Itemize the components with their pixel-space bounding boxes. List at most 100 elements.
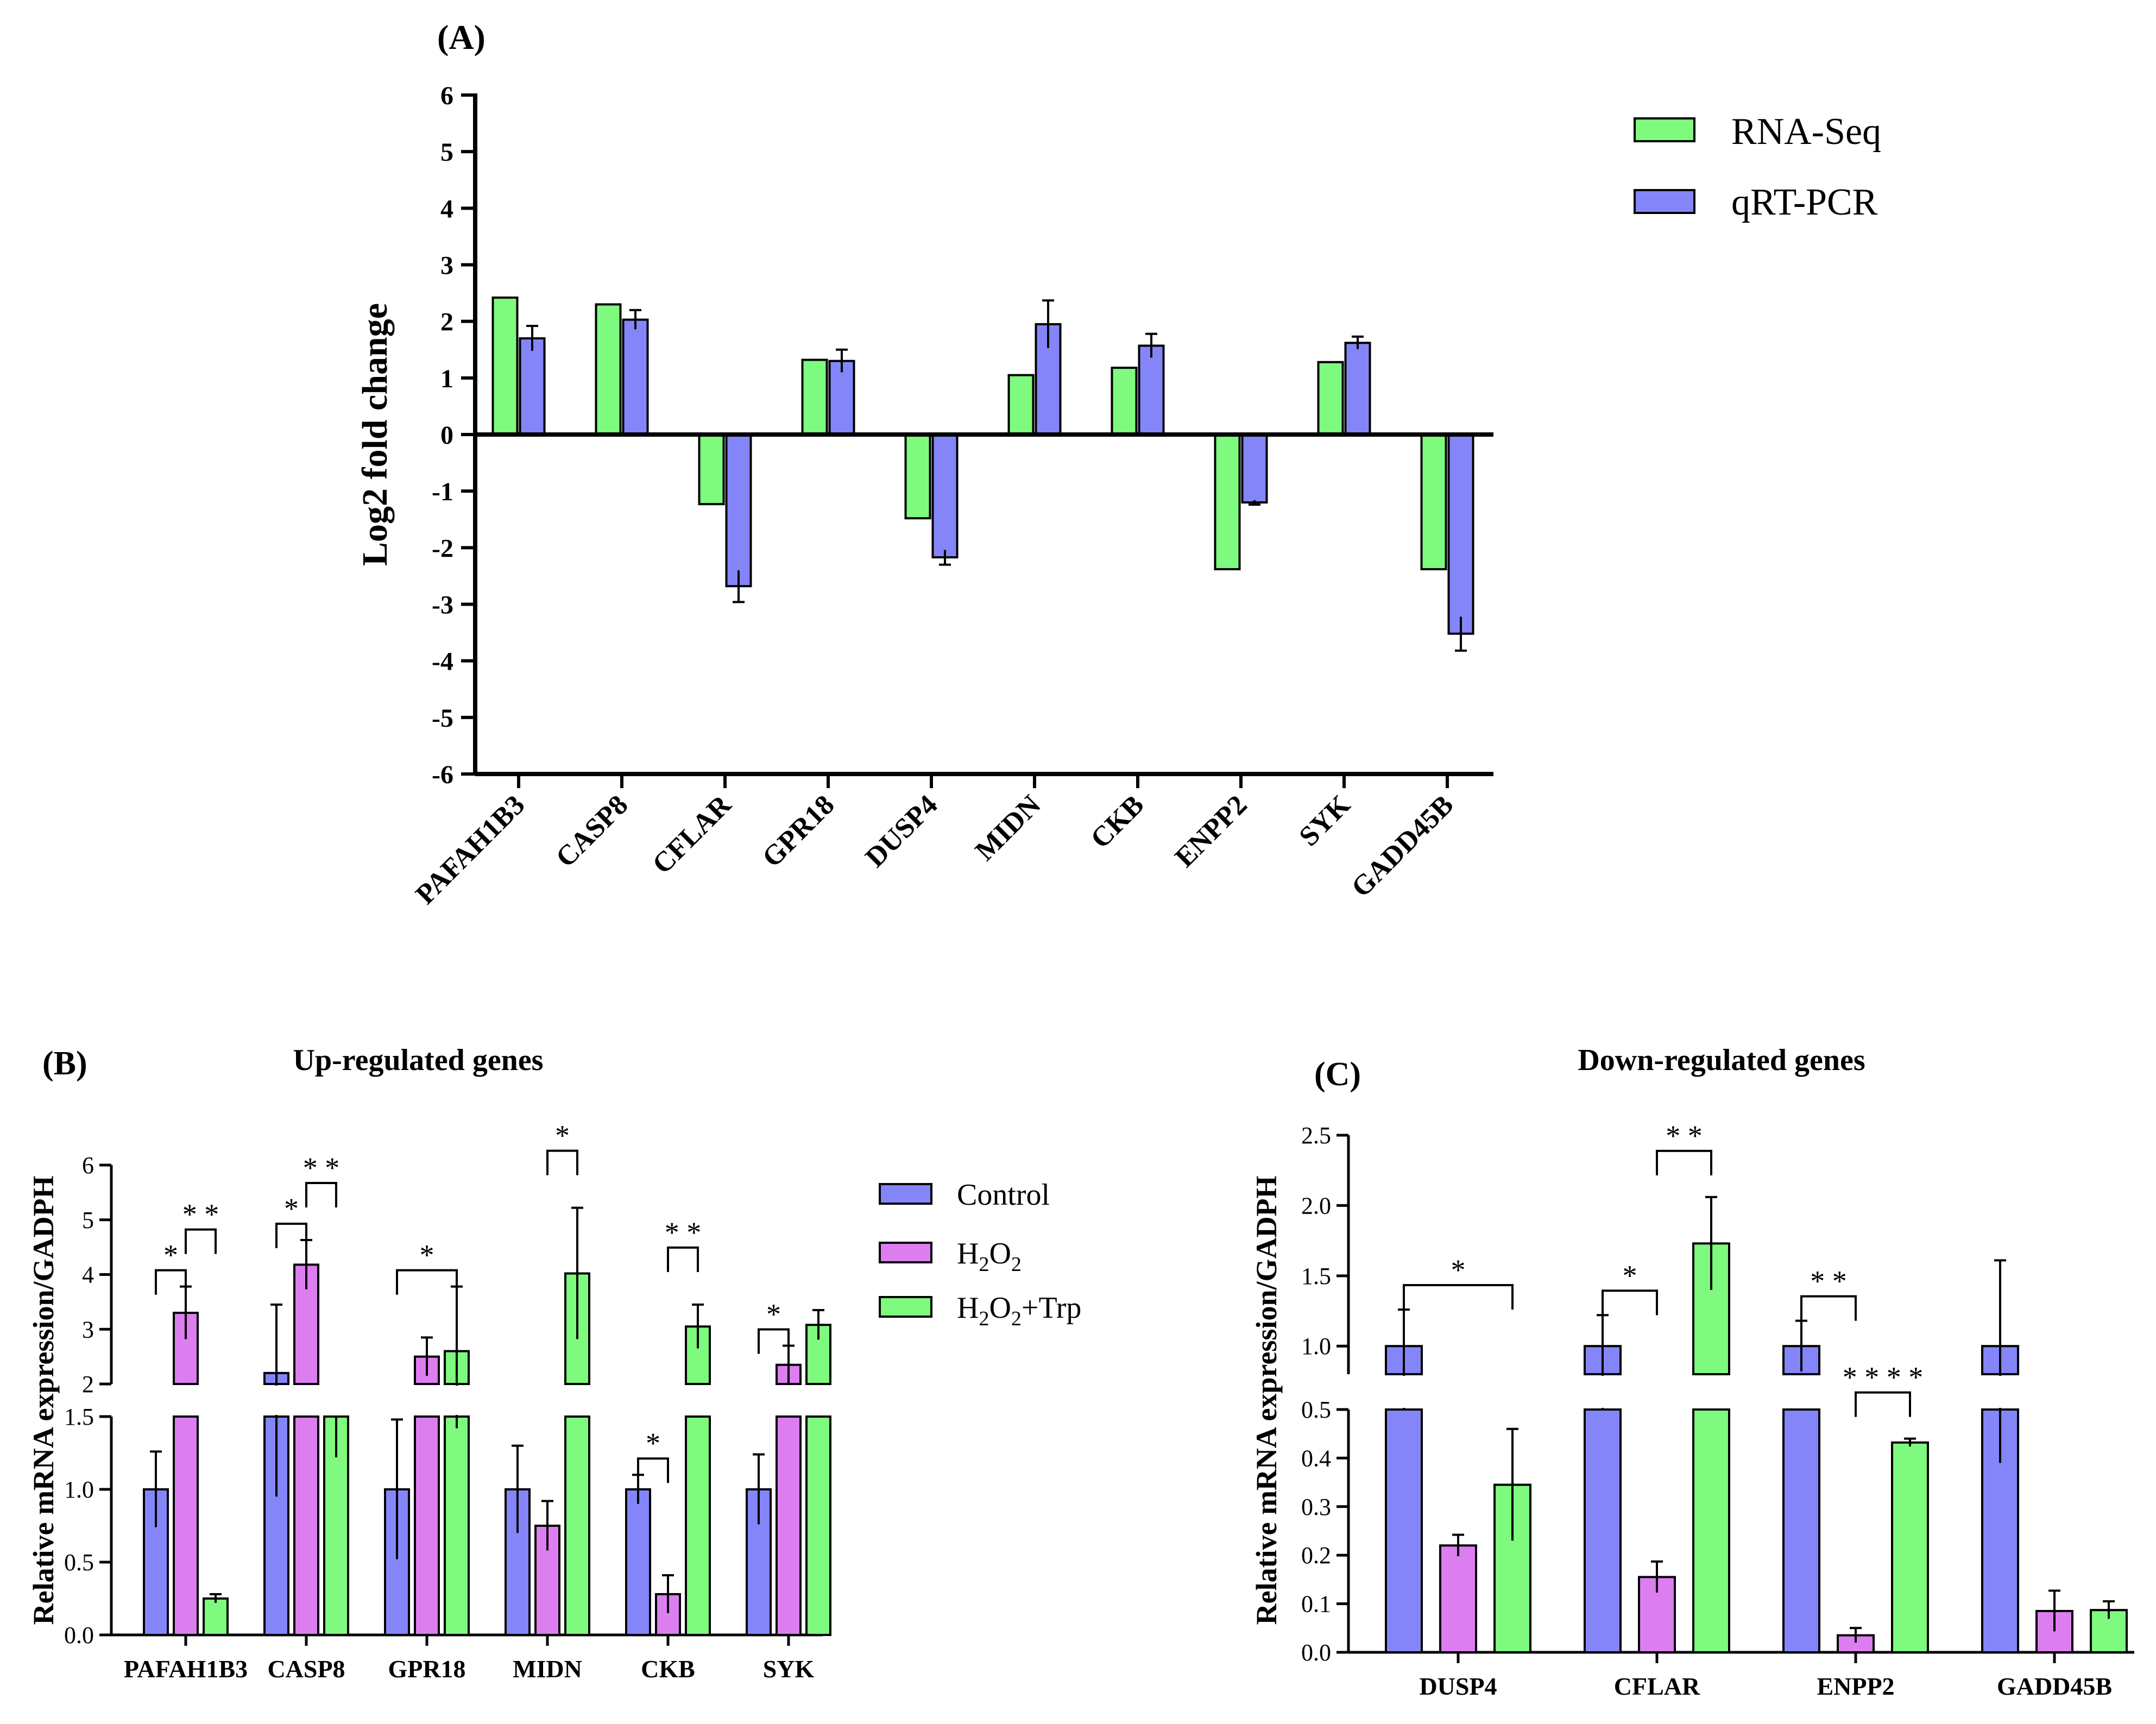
bar-lower-h2o2-trp-cflar: [1692, 1408, 1730, 1653]
significance-label-ckb: *: [646, 1427, 660, 1459]
y-tick-label: 3: [82, 1316, 94, 1343]
bar-rna-seq-syk: [1317, 361, 1344, 436]
significance-bracket-pafah1b3: [185, 1228, 217, 1254]
bar-qrt-pcr-gadd45b: [1447, 433, 1474, 635]
y-tick-label: 0.4: [1301, 1445, 1331, 1471]
significance-bracket-enpp2: [1800, 1295, 1857, 1321]
panel-a-label: (A): [437, 18, 486, 56]
legend-label-h2o2: H2O2: [957, 1237, 1022, 1276]
x-tick-label-midn: MIDN: [969, 789, 1047, 866]
bar-lower-control-enpp2: [1782, 1408, 1820, 1653]
bar-rna-seq-pafah1b3: [491, 296, 519, 436]
y-tick-label: 2: [440, 308, 453, 337]
y-tick-label: 1: [440, 364, 453, 393]
panel-c-plot: 0.0 0.1 0.2 0.3 0.4 0.5 1.0 1.5 2.0 2.5 DUSP4 CFLAR…: [1301, 1119, 2140, 1700]
y-tick-label: -5: [432, 704, 453, 733]
x-tick-label-gadd45b: GADD45B: [1346, 789, 1460, 903]
bar-lower-control-cflar: [1584, 1408, 1622, 1653]
y-tick-label: 6: [82, 1152, 94, 1179]
significance-bracket-ckb: [667, 1246, 699, 1272]
x-tick-label-casp8: CASP8: [550, 789, 634, 873]
bar-qrt-pcr-casp8: [622, 318, 649, 436]
bar-lower-h2o2-gpr18: [414, 1415, 440, 1636]
bar-qrt-pcr-syk: [1344, 342, 1371, 436]
bar-lower-control-dusp4: [1385, 1408, 1423, 1653]
panel-c-title: Down-regulated genes: [1578, 1043, 1865, 1077]
legend-label-control: Control: [957, 1178, 1050, 1212]
significance-bracket-casp8: [305, 1182, 337, 1208]
panel-c-ylabel: Relative mRNA expression/GADPH: [1250, 1176, 1283, 1625]
significance-label-dusp4: *: [1451, 1254, 1466, 1286]
legend-label-qrt-pcr: qRT-PCR: [1731, 181, 1878, 223]
bar-rna-seq-gpr18: [801, 358, 828, 436]
x-tick-label-syk: SYK: [1294, 789, 1357, 852]
bar-rna-seq-cflar: [698, 433, 725, 506]
axis-break-gap: [106, 1386, 828, 1415]
y-tick-label: 1.5: [1301, 1263, 1331, 1289]
y-tick-label: 1.5: [64, 1404, 94, 1430]
y-tick-label: 5: [440, 138, 453, 167]
x-tick-label-dusp4: DUSP4: [860, 789, 944, 873]
significance-bracket-syk: [758, 1328, 790, 1354]
y-tick-label: 0.2: [1301, 1542, 1331, 1569]
y-tick-label: 5: [82, 1207, 94, 1234]
y-tick-label: 0.0: [64, 1622, 94, 1649]
y-tick-label: -1: [432, 477, 453, 506]
y-tick-label: 0.1: [1301, 1591, 1331, 1618]
panel-c-label: (C): [1314, 1056, 1361, 1093]
y-tick-label: 0: [440, 421, 453, 450]
significance-bracket-enpp2: [1855, 1391, 1911, 1417]
bar-rna-seq-gadd45b: [1420, 433, 1447, 570]
y-tick-label: 2: [82, 1371, 94, 1398]
bar-qrt-pcr-pafah1b3: [519, 337, 546, 436]
significance-label-syk: *: [766, 1298, 781, 1330]
bar-lower-h2o2-pafah1b3: [173, 1415, 199, 1636]
panel-b-label: (B): [42, 1045, 87, 1082]
x-tick-label-cflar: CFLAR: [1614, 1672, 1700, 1700]
legend-swatch-h2o2-trp: [879, 1296, 932, 1318]
significance-bracket-cflar: [1602, 1289, 1658, 1316]
legend-swatch-control: [879, 1183, 932, 1205]
bar-rna-seq-ckb: [1111, 367, 1138, 436]
y-tick-label: 0.0: [1301, 1639, 1331, 1666]
y-tick-label: 1.0: [64, 1476, 94, 1503]
x-tick-label-gpr18: GPR18: [388, 1655, 465, 1683]
bar-rna-seq-midn: [1007, 374, 1035, 436]
significance-label-pafah1b3: * *: [182, 1198, 219, 1231]
legend-swatch-h2o2: [879, 1242, 932, 1263]
y-tick-label: -4: [432, 647, 453, 676]
significance-label-enpp2: * *: [1810, 1265, 1847, 1298]
bar-control-ckb: [625, 1488, 651, 1636]
significance-label-cflar: *: [1623, 1259, 1637, 1292]
y-tick-label: 3: [440, 251, 453, 280]
legend-label-h2o2-trp: H2O2+Trp: [957, 1291, 1081, 1330]
bar-lower-h2o2-trp-midn: [564, 1415, 590, 1636]
y-tick-label: 0.5: [1301, 1396, 1331, 1423]
bar-h2o2-dusp4: [1439, 1544, 1477, 1654]
bar-qrt-pcr-enpp2: [1241, 433, 1268, 504]
y-tick-label: -2: [432, 534, 453, 563]
x-tick-label-midn: MIDN: [513, 1655, 582, 1683]
x-tick-label-gadd45b: GADD45B: [1997, 1672, 2112, 1700]
x-tick-label-cflar: CFLAR: [647, 789, 738, 880]
x-tick-label-casp8: CASP8: [267, 1655, 345, 1683]
bar-rna-seq-casp8: [595, 303, 622, 436]
bar-lower-h2o2-syk: [776, 1415, 802, 1636]
panel-b-title: Up-regulated genes: [293, 1043, 544, 1077]
panel-b-plot: 0.0 0.5 1.0 1.5 2 3 4 5 6 PAFAH1B3 CASP8 GPR18 MIDN C…: [64, 1119, 831, 1683]
x-tick-label-pafah1b3: PAFAH1B3: [410, 789, 531, 910]
bar-lower-h2o2-trp-ckb: [685, 1415, 711, 1636]
significance-bracket-dusp4: [1403, 1283, 1514, 1310]
significance-bracket-casp8: [275, 1223, 307, 1249]
bar-rna-seq-dusp4: [904, 433, 931, 520]
y-tick-label: -6: [432, 760, 453, 789]
significance-bracket-midn: [546, 1149, 578, 1175]
axis-break-gap: [1343, 1376, 2140, 1408]
legend-label-rna-seq: RNA-Seq: [1731, 111, 1881, 153]
y-tick-label: 2.0: [1301, 1192, 1331, 1219]
x-tick-label-enpp2: ENPP2: [1817, 1672, 1894, 1700]
y-tick-label: 2.5: [1301, 1122, 1331, 1149]
x-tick-label-pafah1b3: PAFAH1B3: [124, 1655, 248, 1683]
significance-bracket-gpr18: [396, 1269, 458, 1295]
significance-label-gpr18: *: [420, 1239, 434, 1272]
